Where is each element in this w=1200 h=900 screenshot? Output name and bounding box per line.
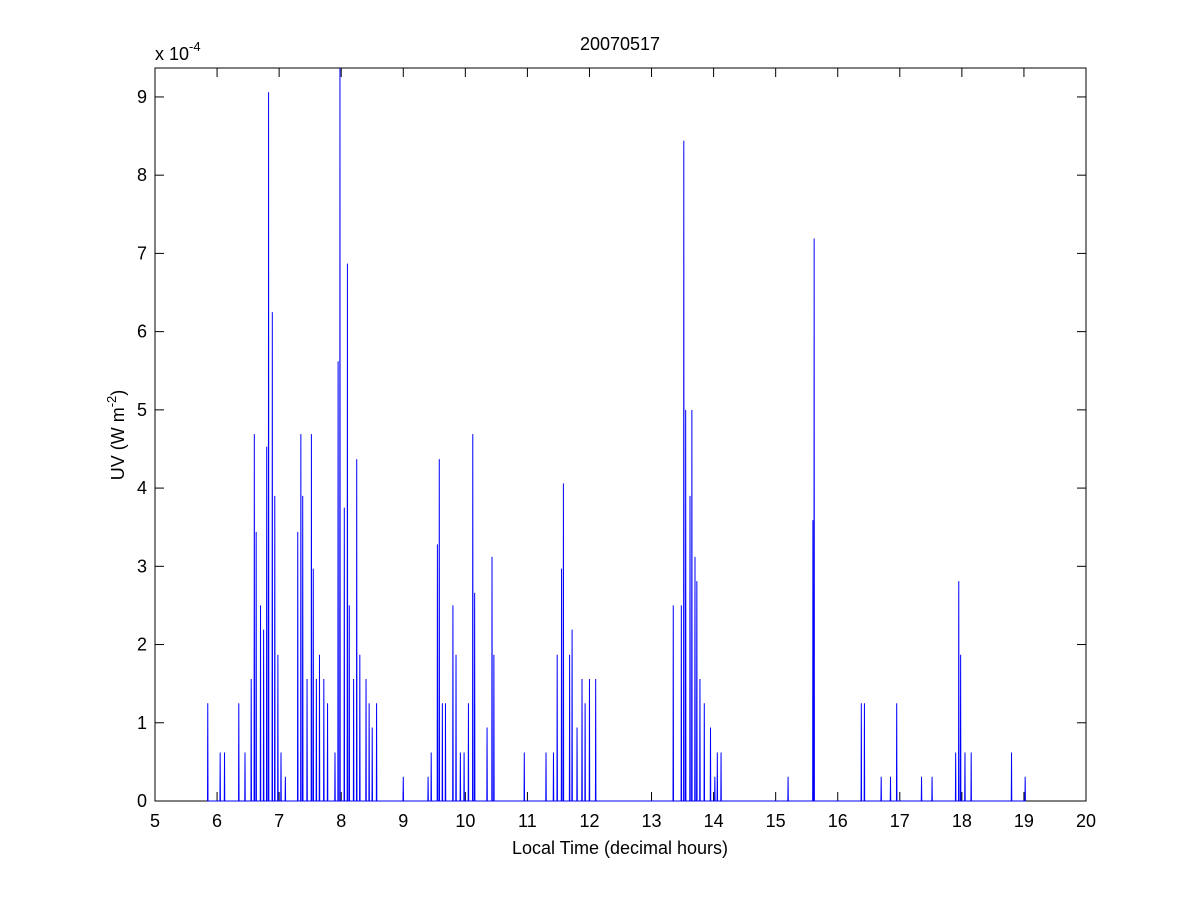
x-tick-label: 15: [766, 811, 786, 831]
x-tick-label: 17: [890, 811, 910, 831]
x-tick-label: 11: [518, 811, 537, 831]
x-axis-label: Local Time (decimal hours): [512, 838, 728, 858]
plot-frame: [154, 67, 1087, 802]
y-tick-label: 8: [137, 165, 147, 185]
y-multiplier-exponent: -4: [189, 39, 201, 54]
y-tick-label: 7: [137, 243, 147, 263]
chart-title: 20070517: [580, 34, 660, 54]
x-tick-label: 18: [952, 811, 972, 831]
y-tick-label: 1: [137, 713, 147, 733]
y-tick-label: 6: [137, 322, 147, 342]
x-tick-label: 16: [828, 811, 848, 831]
x-tick-label: 5: [150, 811, 160, 831]
y-axis-label-superscript: -2: [104, 396, 119, 408]
x-tick-label: 14: [704, 811, 724, 831]
x-tick-label: 7: [274, 811, 284, 831]
y-axis-label: UV (W m-2): [104, 390, 128, 481]
x-tick-label: 20: [1076, 811, 1096, 831]
y-tick-label: 5: [137, 400, 147, 420]
y-tick-label: 3: [137, 556, 147, 576]
y-tick-label: 9: [137, 87, 147, 107]
x-tick-label: 12: [579, 811, 599, 831]
y-tick-label: 2: [137, 635, 147, 655]
y-axis-label-suffix: ): [108, 390, 128, 396]
y-tick-label: 4: [137, 478, 147, 498]
x-tick-label: 6: [212, 811, 222, 831]
data-line: [207, 67, 1026, 802]
x-tick-label: 13: [642, 811, 662, 831]
x-tick-label: 8: [336, 811, 346, 831]
x-tick-label: 9: [398, 811, 408, 831]
y-axis-label-text: UV (W m: [108, 407, 128, 480]
x-tick-label: 19: [1014, 811, 1034, 831]
y-multiplier: x 10-4: [155, 39, 201, 64]
y-multiplier-text: x 10: [155, 44, 189, 64]
y-tick-label: 0: [137, 791, 147, 811]
x-tick-label: 10: [455, 811, 475, 831]
